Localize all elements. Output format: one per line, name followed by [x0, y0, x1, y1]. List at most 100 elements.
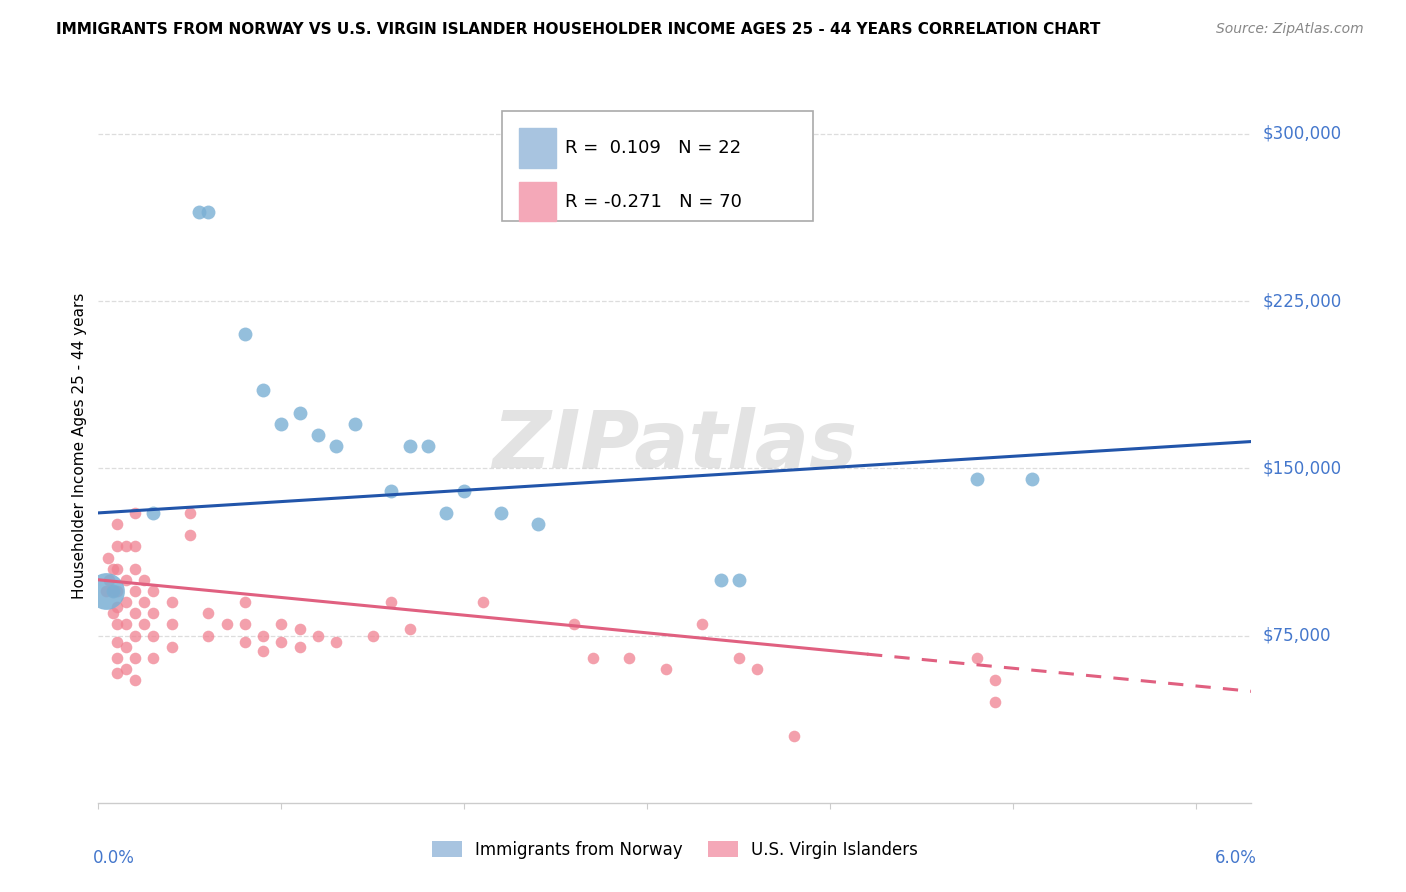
Point — [783, 729, 806, 743]
Bar — [519, 128, 557, 168]
Point — [197, 628, 219, 642]
Point — [398, 622, 420, 636]
Point — [105, 666, 128, 681]
Text: R = -0.271   N = 70: R = -0.271 N = 70 — [565, 193, 742, 211]
Text: 6.0%: 6.0% — [1215, 849, 1257, 867]
Point — [115, 640, 138, 654]
Point — [105, 651, 128, 665]
Point — [526, 517, 548, 532]
Point — [252, 384, 274, 398]
Text: IMMIGRANTS FROM NORWAY VS U.S. VIRGIN ISLANDER HOUSEHOLDER INCOME AGES 25 - 44 Y: IMMIGRANTS FROM NORWAY VS U.S. VIRGIN IS… — [56, 22, 1101, 37]
Point — [142, 506, 165, 520]
Point — [179, 506, 201, 520]
Point — [124, 628, 146, 642]
Point — [252, 628, 274, 642]
Point — [115, 617, 138, 632]
Text: $75,000: $75,000 — [1263, 626, 1331, 645]
Point — [325, 635, 347, 649]
Point — [101, 583, 124, 598]
Point — [124, 607, 146, 621]
Point — [288, 405, 311, 419]
Point — [416, 439, 439, 453]
Point — [984, 696, 1007, 710]
Point — [142, 651, 165, 665]
Point — [115, 539, 138, 553]
Point — [134, 617, 156, 632]
Point — [489, 506, 512, 520]
Point — [325, 439, 347, 453]
Point — [115, 573, 138, 587]
Text: $300,000: $300,000 — [1263, 125, 1341, 143]
Point — [343, 417, 366, 431]
Text: Source: ZipAtlas.com: Source: ZipAtlas.com — [1216, 22, 1364, 37]
Text: 0.0%: 0.0% — [93, 849, 135, 867]
Point — [124, 562, 146, 576]
Point — [124, 583, 146, 598]
Point — [188, 204, 211, 219]
Point — [252, 644, 274, 658]
Point — [966, 473, 988, 487]
Point — [101, 583, 124, 598]
Point — [617, 651, 640, 665]
Point — [233, 635, 256, 649]
Point — [270, 417, 292, 431]
Point — [288, 622, 311, 636]
Point — [692, 617, 714, 632]
Point — [197, 607, 219, 621]
Point — [94, 583, 117, 598]
Text: $150,000: $150,000 — [1263, 459, 1341, 477]
Point — [124, 506, 146, 520]
Point — [142, 583, 165, 598]
Point — [453, 483, 475, 498]
Point — [124, 651, 146, 665]
Point — [434, 506, 457, 520]
Point — [105, 617, 128, 632]
Point — [984, 673, 1007, 687]
Point — [101, 562, 124, 576]
Point — [115, 595, 138, 609]
Point — [361, 628, 384, 642]
Point — [654, 662, 676, 676]
Point — [380, 483, 402, 498]
Point — [966, 651, 988, 665]
Point — [562, 617, 585, 632]
Text: R =  0.109   N = 22: R = 0.109 N = 22 — [565, 139, 741, 157]
Text: $225,000: $225,000 — [1263, 292, 1341, 310]
Point — [307, 427, 329, 442]
Point — [197, 204, 219, 219]
Point — [270, 617, 292, 632]
Text: ZIPatlas: ZIPatlas — [492, 407, 858, 485]
Y-axis label: Householder Income Ages 25 - 44 years: Householder Income Ages 25 - 44 years — [72, 293, 87, 599]
Point — [124, 673, 146, 687]
Point — [105, 539, 128, 553]
Point — [1021, 473, 1043, 487]
Point — [215, 617, 238, 632]
Point — [105, 583, 128, 598]
Point — [105, 562, 128, 576]
Point — [233, 595, 256, 609]
Point — [94, 583, 117, 598]
Point — [471, 595, 494, 609]
Point — [142, 628, 165, 642]
Point — [134, 573, 156, 587]
Point — [101, 607, 124, 621]
Point — [160, 595, 183, 609]
Point — [115, 662, 138, 676]
Point — [160, 640, 183, 654]
Point — [728, 651, 751, 665]
Point — [728, 573, 751, 587]
Point — [134, 595, 156, 609]
Point — [105, 599, 128, 614]
Point — [581, 651, 603, 665]
Point — [747, 662, 769, 676]
Point — [270, 635, 292, 649]
Point — [380, 595, 402, 609]
Point — [97, 550, 120, 565]
Bar — [519, 182, 557, 221]
Point — [288, 640, 311, 654]
Point — [233, 617, 256, 632]
Point — [233, 327, 256, 342]
Point — [398, 439, 420, 453]
Point — [307, 628, 329, 642]
Legend: Immigrants from Norway, U.S. Virgin Islanders: Immigrants from Norway, U.S. Virgin Isla… — [425, 835, 925, 866]
